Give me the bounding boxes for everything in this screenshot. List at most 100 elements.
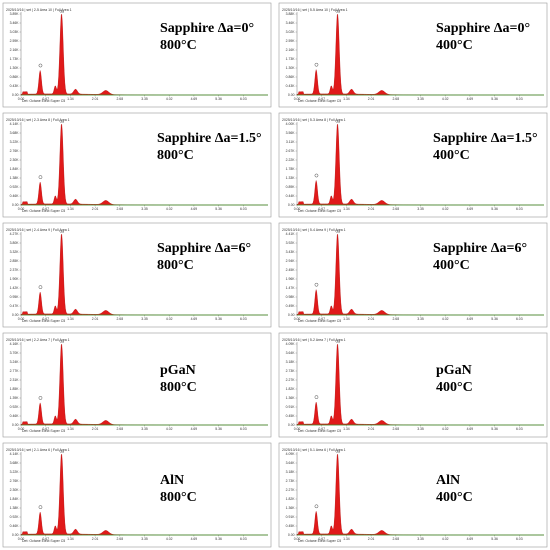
panel-header: 2025/10/16 | set | 5-4 Area 9 | Full Are… — [282, 228, 346, 232]
x-tick-label: 4.02 — [166, 207, 173, 211]
x-tick-label: 1.34 — [343, 537, 350, 541]
x-tick-label: 1.34 — [67, 97, 74, 101]
x-tick-label: 2.01 — [92, 427, 99, 431]
y-tick-label: 1.47K — [286, 286, 296, 290]
panel-frame — [2, 442, 272, 548]
y-tick-label: 3.22K — [10, 140, 20, 144]
panel-header: 2025/10/16 | set | 5-1 Area 6 | Full Are… — [282, 448, 346, 452]
sample-label: Sapphire Δa=6° 400°C — [433, 240, 527, 274]
sample-label-line: pGaN — [436, 363, 472, 378]
sample-label-line: 400°C — [433, 148, 470, 163]
y-tick-label: 1.96K — [286, 277, 296, 281]
y-tick-label: 0.98K — [286, 295, 296, 299]
y-tick-label: 0.92K — [10, 405, 20, 409]
y-tick-label: 2.45K — [286, 268, 296, 272]
detector-label: Det: Octane Elect Super C5 — [298, 539, 342, 543]
x-tick-label: 4.02 — [442, 207, 449, 211]
peak-label-o: O — [40, 504, 41, 505]
y-tick-label: 3.70K — [10, 351, 20, 355]
x-tick-label: 2.01 — [368, 427, 375, 431]
panel-frame — [2, 332, 272, 438]
peak-label-ga: Ga — [335, 340, 340, 344]
sample-label-line: Sapphire Δa=6° — [157, 241, 252, 256]
x-tick-label: 0.00 — [18, 317, 25, 321]
x-tick-label: 2.01 — [368, 317, 375, 321]
y-tick-label: 0.47K — [10, 304, 20, 308]
spectrum-svg: 4.09K 3.64K 3.18K 2.73K 2.27K 1.82K 1.36K 0.91K… — [278, 332, 548, 438]
x-tick-label: 1.34 — [343, 207, 350, 211]
y-tick-label: 4.27K — [10, 232, 20, 236]
spectrum-area — [296, 343, 544, 426]
x-tick-label: 2.01 — [92, 97, 99, 101]
y-tick-label: 1.82K — [286, 387, 296, 391]
panel-frame — [2, 2, 272, 108]
y-tick-label: 0.00 — [12, 93, 19, 97]
spectrum-svg: 3.89K 3.46K 3.03K 2.59K 2.16K 1.73K 1.30K 0.86K… — [2, 2, 272, 108]
panel-frame — [278, 112, 548, 218]
x-tick-label: 2.68 — [116, 537, 123, 541]
panel-header: 2025/10/16 | set | 2-3 Area 8 | Full Are… — [6, 118, 70, 122]
peak-marker-o — [314, 504, 319, 509]
x-tick-label: 4.02 — [166, 537, 173, 541]
sample-label: pGaN 800°C — [160, 362, 197, 396]
y-tick-label: 1.38K — [10, 176, 20, 180]
peak-marker-o — [38, 396, 43, 400]
spectrum-area — [20, 343, 268, 426]
y-tick-label: 2.85K — [10, 259, 20, 263]
sample-label: Sapphire Δa=0° 400°C — [436, 20, 530, 54]
sample-label-line: 800°C — [160, 490, 197, 505]
sample-label-line: 400°C — [436, 490, 473, 505]
x-tick-label: 5.36 — [215, 97, 222, 101]
x-tick-label: 0.67 — [42, 537, 49, 541]
y-tick-label: 0.91K — [286, 405, 296, 409]
y-tick-label: 1.39K — [10, 396, 20, 400]
peak-label-ga: Ga — [59, 230, 64, 234]
detector-label: Det: Octane Elect Super C5 — [22, 429, 66, 433]
y-tick-label: 2.37K — [10, 268, 20, 272]
y-tick-label: 1.38K — [10, 506, 20, 510]
spectrum-panel: 4.41K 3.92K 3.43K 2.94K 2.45K 1.96K 1.47K 0.98K… — [276, 220, 550, 330]
peak-marker-o — [314, 282, 319, 287]
x-tick-label: 3.35 — [141, 207, 148, 211]
y-tick-label: 0.00 — [288, 423, 295, 427]
sample-label-line: 400°C — [433, 258, 470, 273]
x-tick-label: 6.03 — [516, 427, 523, 431]
y-tick-label: 1.42K — [10, 286, 20, 290]
x-tick-label: 0.67 — [42, 317, 49, 321]
y-tick-label: 0.00 — [12, 313, 19, 317]
y-tick-label: 1.36K — [286, 396, 296, 400]
panel-header: 2025/10/16 | set | 2-2 Area 7 | Full Are… — [6, 338, 70, 342]
x-tick-label: 0.00 — [18, 97, 25, 101]
peak-label-ga: Ga — [335, 10, 340, 14]
sample-label: AlN 800°C — [160, 472, 197, 506]
y-tick-label: 3.64K — [286, 461, 296, 465]
x-tick-label: 4.69 — [191, 537, 198, 541]
spectrum-panel: 4.09K 3.64K 3.18K 2.73K 2.27K 1.82K 1.36K 0.91K… — [276, 440, 550, 550]
y-tick-label: 3.43K — [286, 250, 296, 254]
sample-label: pGaN 400°C — [436, 362, 473, 396]
peak-marker-o — [314, 395, 319, 399]
x-tick-label: 3.35 — [417, 207, 424, 211]
peak-label-o: O — [40, 394, 41, 395]
y-tick-label: 1.90K — [10, 277, 20, 281]
y-tick-label: 3.11K — [286, 140, 295, 144]
spectrum-panel: 4.09K 3.64K 3.18K 2.73K 2.27K 1.82K 1.36K 0.91K… — [276, 330, 550, 440]
panel-frame — [2, 112, 272, 218]
y-tick-label: 2.73K — [286, 479, 296, 483]
x-tick-label: 4.69 — [191, 207, 198, 211]
sample-label: Sapphire Δa=0° 800°C — [160, 20, 254, 54]
spectrum-svg: 4.14K 3.68K 3.22K 2.76K 2.30K 1.84K 1.38K 0.92K… — [2, 112, 272, 218]
y-tick-label: 1.36K — [286, 506, 296, 510]
x-tick-label: 2.01 — [368, 97, 375, 101]
x-tick-label: 2.68 — [392, 427, 399, 431]
sample-label-line: 400°C — [436, 380, 473, 395]
spectrum-svg: 4.41K 3.92K 3.43K 2.94K 2.45K 1.96K 1.47K 0.98K… — [278, 222, 548, 328]
spectrum-panel: 3.88K 3.46K 3.02K 2.59K 2.16K 1.73K 1.30K 0.86K… — [276, 0, 550, 110]
peak-label-ga: Ga — [59, 120, 64, 124]
x-tick-label: 5.36 — [215, 317, 222, 321]
spectrum-svg: 4.00K 3.56K 3.11K 2.67K 2.22K 1.78K 1.33K 0.89K… — [278, 112, 548, 218]
x-tick-label: 0.67 — [42, 207, 49, 211]
peak-marker-o — [38, 285, 43, 289]
x-tick-label: 3.35 — [141, 537, 148, 541]
x-tick-label: 4.69 — [467, 317, 474, 321]
